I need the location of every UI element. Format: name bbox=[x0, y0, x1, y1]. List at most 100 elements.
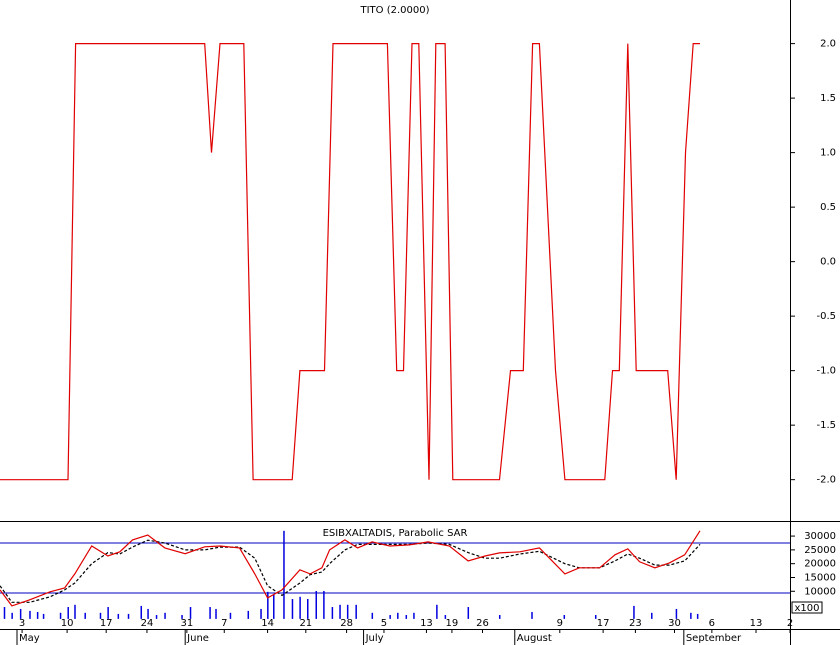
volume-bar bbox=[19, 608, 22, 619]
volume-bar bbox=[299, 596, 301, 619]
volume-bar bbox=[189, 607, 192, 619]
x-tick-label: 5 bbox=[381, 618, 387, 629]
x-tick-label: 23 bbox=[629, 618, 642, 629]
volume-bar bbox=[273, 594, 275, 619]
volume-bar bbox=[267, 591, 269, 619]
volume-bar bbox=[633, 605, 635, 619]
volume-bar bbox=[164, 612, 166, 619]
volume-bar bbox=[355, 604, 357, 619]
y-tick-label: 20000 bbox=[804, 559, 836, 570]
volume-bar bbox=[315, 591, 317, 619]
volume-bar bbox=[215, 608, 217, 619]
volume-bar bbox=[181, 615, 183, 619]
x-tick-label: 21 bbox=[299, 618, 312, 629]
volume-bar bbox=[155, 615, 158, 619]
volume-bar bbox=[36, 611, 39, 619]
volume-bar bbox=[331, 607, 334, 619]
volume-bar bbox=[467, 607, 470, 619]
month-label: August bbox=[517, 633, 552, 644]
y-tick-label: -1.5 bbox=[816, 420, 836, 431]
volume-bar bbox=[3, 607, 6, 619]
volume-bar bbox=[209, 607, 211, 619]
x-tick-label: 17 bbox=[597, 618, 610, 629]
volume-bar bbox=[397, 612, 399, 619]
x-tick-label: 24 bbox=[141, 618, 154, 629]
month-label: September bbox=[686, 633, 742, 644]
volume-bar bbox=[59, 612, 62, 619]
volume-bar bbox=[436, 604, 438, 619]
unit-box bbox=[791, 601, 823, 614]
x-tick-label: 30 bbox=[668, 618, 681, 629]
volume-bar bbox=[675, 608, 678, 619]
x-tick-label: 9 bbox=[557, 618, 563, 629]
x-tick-label: 26 bbox=[476, 618, 489, 629]
volume-bar bbox=[307, 599, 309, 619]
volume-bar bbox=[42, 613, 45, 619]
volume-bar bbox=[594, 615, 597, 619]
volume-bar bbox=[498, 615, 501, 619]
series-line bbox=[0, 530, 701, 607]
y-unit-label: x100 bbox=[794, 603, 819, 614]
volume-bar bbox=[107, 607, 109, 619]
x-tick-label: 28 bbox=[340, 618, 353, 629]
x-tick-label: 19 bbox=[446, 618, 459, 629]
y-tick-label: 0.0 bbox=[820, 257, 836, 268]
volume-bar bbox=[229, 612, 232, 619]
y-tick-label: 30000 bbox=[804, 531, 836, 542]
y-tick-label: 0.5 bbox=[820, 202, 836, 213]
month-label: May bbox=[19, 633, 40, 644]
volume-bar bbox=[74, 604, 76, 619]
y-tick-label: 1.5 bbox=[820, 93, 836, 104]
y-tick-label: -2.0 bbox=[816, 475, 836, 486]
month-label: July bbox=[365, 633, 384, 644]
volume-bar bbox=[147, 608, 149, 619]
x-tick-label: 13 bbox=[750, 618, 763, 629]
x-tick-label: 10 bbox=[61, 618, 74, 629]
volume-bar bbox=[346, 604, 349, 619]
volume-bar bbox=[371, 612, 374, 619]
x-tick-label: 17 bbox=[100, 618, 113, 629]
volume-bar bbox=[444, 615, 447, 619]
volume-bar bbox=[696, 613, 699, 619]
y-tick-label: 25000 bbox=[804, 545, 836, 556]
x-tick-label: 13 bbox=[420, 618, 433, 629]
y-tick-label: 10000 bbox=[804, 586, 836, 597]
volume-bar bbox=[260, 608, 262, 619]
volume-bar bbox=[99, 612, 102, 619]
panel-title: ESIBXALTADIS, Parabolic SAR bbox=[323, 528, 468, 539]
y-tick-label: 15000 bbox=[804, 572, 836, 583]
x-tick-label: 6 bbox=[709, 618, 715, 629]
x-tick-label: 7 bbox=[221, 618, 227, 629]
y-tick-label: -1.0 bbox=[816, 366, 836, 377]
y-tick-label: -0.5 bbox=[816, 311, 836, 322]
volume-bar bbox=[690, 612, 692, 619]
y-tick-label: 1.0 bbox=[820, 148, 836, 159]
chart-title: TITO (2.0000) bbox=[359, 5, 429, 16]
volume-bar bbox=[127, 613, 130, 619]
volume-bar bbox=[283, 530, 285, 619]
volume-bar bbox=[389, 615, 391, 619]
x-tick-label: 2 bbox=[787, 618, 793, 629]
volume-bar bbox=[84, 612, 86, 619]
volume-bar bbox=[29, 610, 31, 619]
x-tick-label: 3 bbox=[19, 618, 25, 629]
volume-bar bbox=[651, 612, 653, 619]
volume-bar bbox=[531, 611, 533, 619]
y-tick-label: 2.0 bbox=[820, 39, 836, 50]
volume-bar bbox=[291, 599, 294, 619]
volume-bar bbox=[405, 615, 408, 619]
month-label: June bbox=[186, 633, 209, 644]
series-line bbox=[0, 43, 700, 481]
volume-bar bbox=[339, 604, 341, 619]
x-tick-label: 31 bbox=[181, 618, 194, 629]
volume-bar bbox=[247, 610, 250, 619]
volume-bar bbox=[563, 615, 566, 619]
volume-bar bbox=[323, 591, 325, 619]
volume-bar bbox=[413, 612, 415, 619]
volume-bar bbox=[140, 605, 143, 619]
volume-bar bbox=[67, 607, 69, 619]
x-tick-label: 14 bbox=[261, 618, 274, 629]
volume-bar bbox=[11, 612, 13, 619]
volume-bar bbox=[117, 613, 120, 619]
